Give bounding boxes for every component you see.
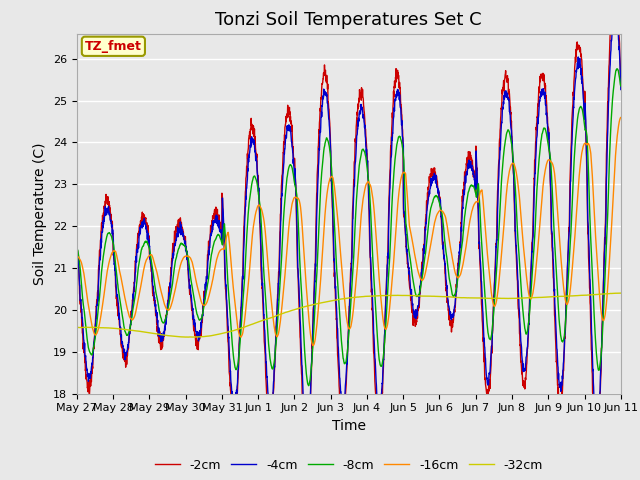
-4cm [611, 4, 619, 10]
-8cm [613, 66, 621, 72]
-16cm [73, 253, 81, 259]
Line: -8cm: -8cm [77, 69, 621, 385]
-32cm [584, 292, 592, 298]
-2cm [584, 229, 592, 235]
-8cm [73, 245, 81, 251]
-4cm [569, 117, 577, 123]
-2cm [302, 455, 310, 461]
-32cm [376, 293, 384, 299]
-4cm [376, 405, 384, 411]
-16cm [584, 141, 592, 146]
-8cm [569, 183, 577, 189]
-16cm [225, 232, 232, 238]
-32cm [184, 334, 191, 340]
-16cm [569, 258, 577, 264]
-2cm [507, 110, 515, 116]
-32cm [617, 290, 625, 296]
-32cm [507, 296, 515, 301]
Title: Tonzi Soil Temperatures Set C: Tonzi Soil Temperatures Set C [216, 11, 482, 29]
-32cm [73, 324, 81, 330]
-2cm [617, 78, 625, 84]
Legend: -2cm, -4cm, -8cm, -16cm, -32cm: -2cm, -4cm, -8cm, -16cm, -32cm [150, 454, 548, 477]
-16cm [365, 179, 372, 185]
-4cm [73, 244, 81, 250]
-8cm [376, 362, 384, 368]
Line: -2cm: -2cm [77, 0, 621, 458]
-16cm [376, 290, 384, 296]
-8cm [305, 383, 312, 388]
-2cm [365, 194, 372, 200]
-16cm [617, 115, 625, 120]
Line: -4cm: -4cm [77, 7, 621, 434]
-32cm [569, 293, 577, 299]
-32cm [225, 329, 232, 335]
Line: -16cm: -16cm [77, 118, 621, 346]
-2cm [225, 344, 232, 350]
-2cm [569, 101, 577, 107]
-4cm [225, 336, 232, 341]
Text: TZ_fmet: TZ_fmet [85, 40, 142, 53]
-8cm [365, 178, 372, 183]
Line: -32cm: -32cm [77, 293, 621, 337]
-32cm [365, 293, 372, 299]
-4cm [507, 125, 515, 131]
-8cm [584, 157, 592, 163]
-16cm [507, 163, 515, 168]
-4cm [617, 87, 625, 93]
Y-axis label: Soil Temperature (C): Soil Temperature (C) [33, 143, 47, 285]
-8cm [507, 137, 515, 143]
-4cm [584, 220, 592, 226]
-2cm [73, 244, 81, 250]
-4cm [365, 189, 372, 195]
-8cm [225, 288, 232, 294]
-16cm [309, 343, 317, 348]
-4cm [303, 432, 310, 437]
-2cm [376, 416, 384, 421]
X-axis label: Time: Time [332, 419, 366, 433]
-8cm [617, 83, 625, 89]
